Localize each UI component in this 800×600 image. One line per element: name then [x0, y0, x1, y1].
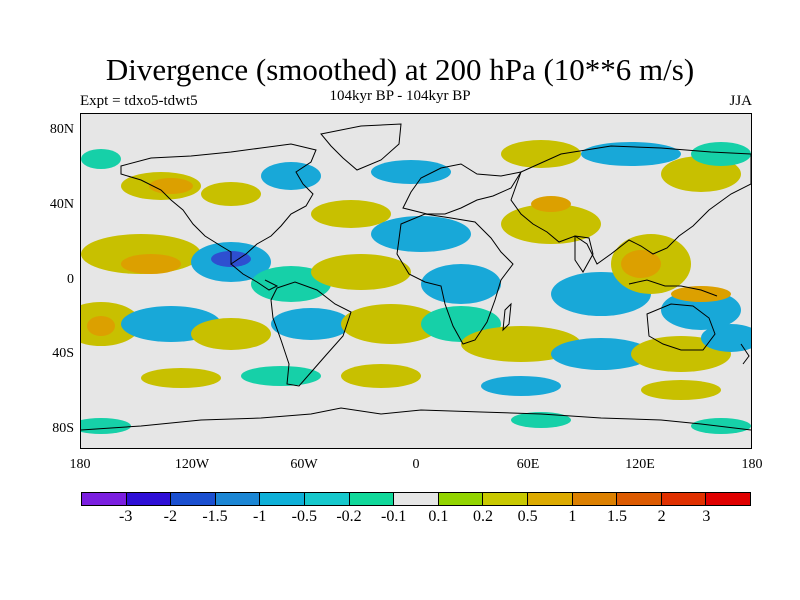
colorbar-tick-label: 0.2: [473, 508, 493, 525]
divergence-contour: [121, 254, 181, 274]
divergence-contour: [481, 376, 561, 396]
coastline-indonesia: [628, 279, 718, 297]
divergence-contour: [87, 316, 115, 336]
colorbar-tick-label: -0.1: [380, 508, 407, 525]
divergence-contour: [261, 162, 321, 190]
divergence-field: [81, 140, 751, 434]
colorbar-swatch: [304, 493, 350, 505]
colorbar-swatch: [706, 493, 750, 505]
divergence-contour: [691, 142, 751, 166]
colorbar-swatch: [661, 493, 707, 505]
colorbar-tick-label: -0.2: [336, 508, 362, 525]
colorbar-swatch: [394, 493, 439, 505]
colorbar-swatch: [215, 493, 261, 505]
lon-label-120w: 120W: [174, 457, 210, 472]
lon-label-60w: 60W: [290, 457, 318, 472]
experiment-label: Expt = tdxo5-tdwt5: [80, 93, 198, 109]
divergence-contour: [501, 204, 601, 244]
season-label: JJA: [729, 93, 752, 109]
colorbar-tick-label: 0.5: [517, 508, 538, 525]
divergence-contour: [421, 264, 501, 304]
colorbar-swatch: [260, 493, 305, 505]
colorbar-tick-label: 0.1: [428, 508, 449, 525]
colorbar-tick-label: -3: [118, 508, 133, 525]
divergence-contour: [201, 182, 261, 206]
coastline-new-zealand: [740, 343, 750, 365]
lat-label-80n: 80N: [49, 122, 74, 137]
divergence-contour: [241, 366, 321, 386]
lat-label-40n: 40N: [49, 197, 74, 212]
colorbar-swatch: [126, 493, 172, 505]
colorbar-swatch: [527, 493, 573, 505]
divergence-contour: [81, 418, 131, 434]
divergence-contour: [141, 368, 221, 388]
divergence-contour: [251, 266, 331, 302]
divergence-contour: [531, 196, 571, 212]
lat-label-0: 0: [67, 272, 74, 287]
lon-label-180e: 180: [741, 457, 763, 472]
colorbar-tick-label: -1: [252, 508, 267, 525]
coastline-australia: [646, 303, 716, 351]
lon-label-60e: 60E: [516, 457, 540, 472]
colorbar-tick-label: -1.5: [202, 508, 228, 525]
divergence-contour: [191, 318, 271, 350]
map-panel: [80, 113, 752, 449]
coastline-india: [574, 235, 594, 273]
divergence-contour: [341, 364, 421, 388]
colorbar-swatch: [438, 493, 484, 505]
coastline-south-america: [270, 281, 352, 387]
map-canvas: [81, 114, 751, 448]
divergence-contour: [661, 290, 741, 330]
coastline-africa: [396, 213, 514, 345]
divergence-contour: [341, 304, 441, 344]
divergence-contour: [581, 142, 681, 166]
divergence-contour: [501, 140, 581, 168]
colorbar-swatch: [171, 493, 216, 505]
colorbar-tick-label: -2: [163, 508, 177, 525]
divergence-contour: [511, 412, 571, 428]
colorbar-tick-label: 1.5: [607, 508, 627, 525]
colorbar-tick-label: 2: [657, 508, 666, 525]
coastline-greenland: [320, 123, 402, 171]
lon-label-180w: 180: [69, 457, 91, 472]
divergence-contour: [311, 254, 411, 290]
colorbar-tick-label: -0.5: [291, 508, 317, 525]
colorbar-swatch: [82, 493, 127, 505]
divergence-contour: [551, 338, 651, 370]
colorbar: [81, 492, 751, 506]
coastline-central-america: [230, 263, 279, 291]
divergence-contour: [371, 216, 471, 252]
colorbar-swatch: [349, 493, 395, 505]
divergence-contour: [621, 250, 661, 278]
colorbar-swatch: [617, 493, 662, 505]
map-title: Divergence (smoothed) at 200 hPa (10**6 …: [105, 52, 695, 87]
period-label: 104kyr BP - 104kyr BP: [329, 88, 471, 104]
lat-label-80s: 80S: [52, 421, 74, 436]
divergence-contour: [371, 160, 451, 184]
coastline-north-america: [120, 143, 317, 265]
colorbar-swatch: [483, 493, 528, 505]
divergence-contour: [641, 380, 721, 400]
divergence-contour: [271, 308, 351, 340]
divergence-contour: [81, 149, 121, 169]
coastline-madagascar: [502, 302, 512, 332]
colorbar-swatch: [572, 493, 618, 505]
lon-label-0: 0: [412, 457, 420, 472]
divergence-contour: [461, 326, 581, 362]
lon-label-120e: 120E: [625, 457, 655, 472]
divergence-contour: [671, 286, 731, 302]
divergence-contour: [149, 178, 193, 194]
coastlines: [81, 123, 751, 431]
coastline-asia: [510, 145, 751, 265]
colorbar-tick-label: 3: [702, 508, 711, 525]
lat-label-40s: 40S: [52, 346, 74, 361]
coastline-antarctica: [81, 407, 751, 431]
colorbar-tick-label: 1: [568, 508, 577, 525]
divergence-contour: [311, 200, 391, 228]
